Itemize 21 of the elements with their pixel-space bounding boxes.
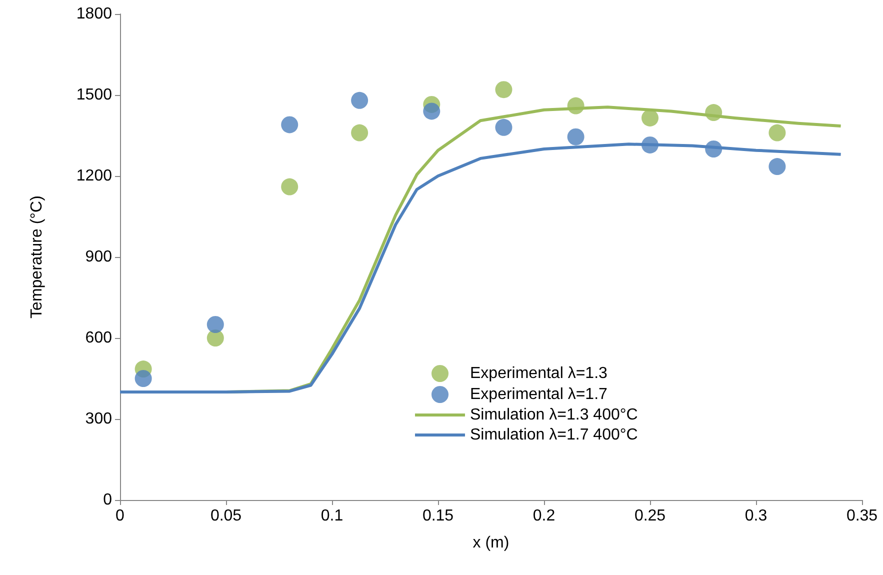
x-tick-label: 0.25 — [634, 508, 666, 524]
y-tick-label: 0 — [103, 492, 112, 508]
x-tick-label: 0.15 — [422, 508, 454, 524]
legend-label: Simulation λ=1.3 400°C — [470, 406, 638, 424]
x-tick-label: 0.35 — [846, 508, 878, 524]
x-tick-label: 0.3 — [744, 508, 768, 524]
x-tick-label: 0.2 — [532, 508, 556, 524]
x-tick-label: 0 — [116, 508, 125, 524]
y-tick-label: 1200 — [76, 168, 112, 184]
y-tick-label: 600 — [85, 330, 112, 346]
legend-label: Experimental λ=1.7 — [470, 386, 608, 403]
legend-label: Experimental λ=1.3 — [470, 365, 608, 382]
y-tick-label: 1500 — [76, 86, 112, 104]
legend-label: Simulation λ=1.7 400°C — [470, 426, 638, 444]
x-tick-label: 0.1 — [320, 508, 344, 524]
y-tick-label: 300 — [85, 410, 112, 428]
y-axis-title: Temperature (°C) — [28, 196, 46, 318]
y-tick-label: 1800 — [76, 6, 112, 22]
y-tick-label: 900 — [85, 248, 112, 266]
x-tick-label: 0.05 — [210, 508, 242, 524]
x-axis-title: x (m) — [472, 534, 510, 552]
